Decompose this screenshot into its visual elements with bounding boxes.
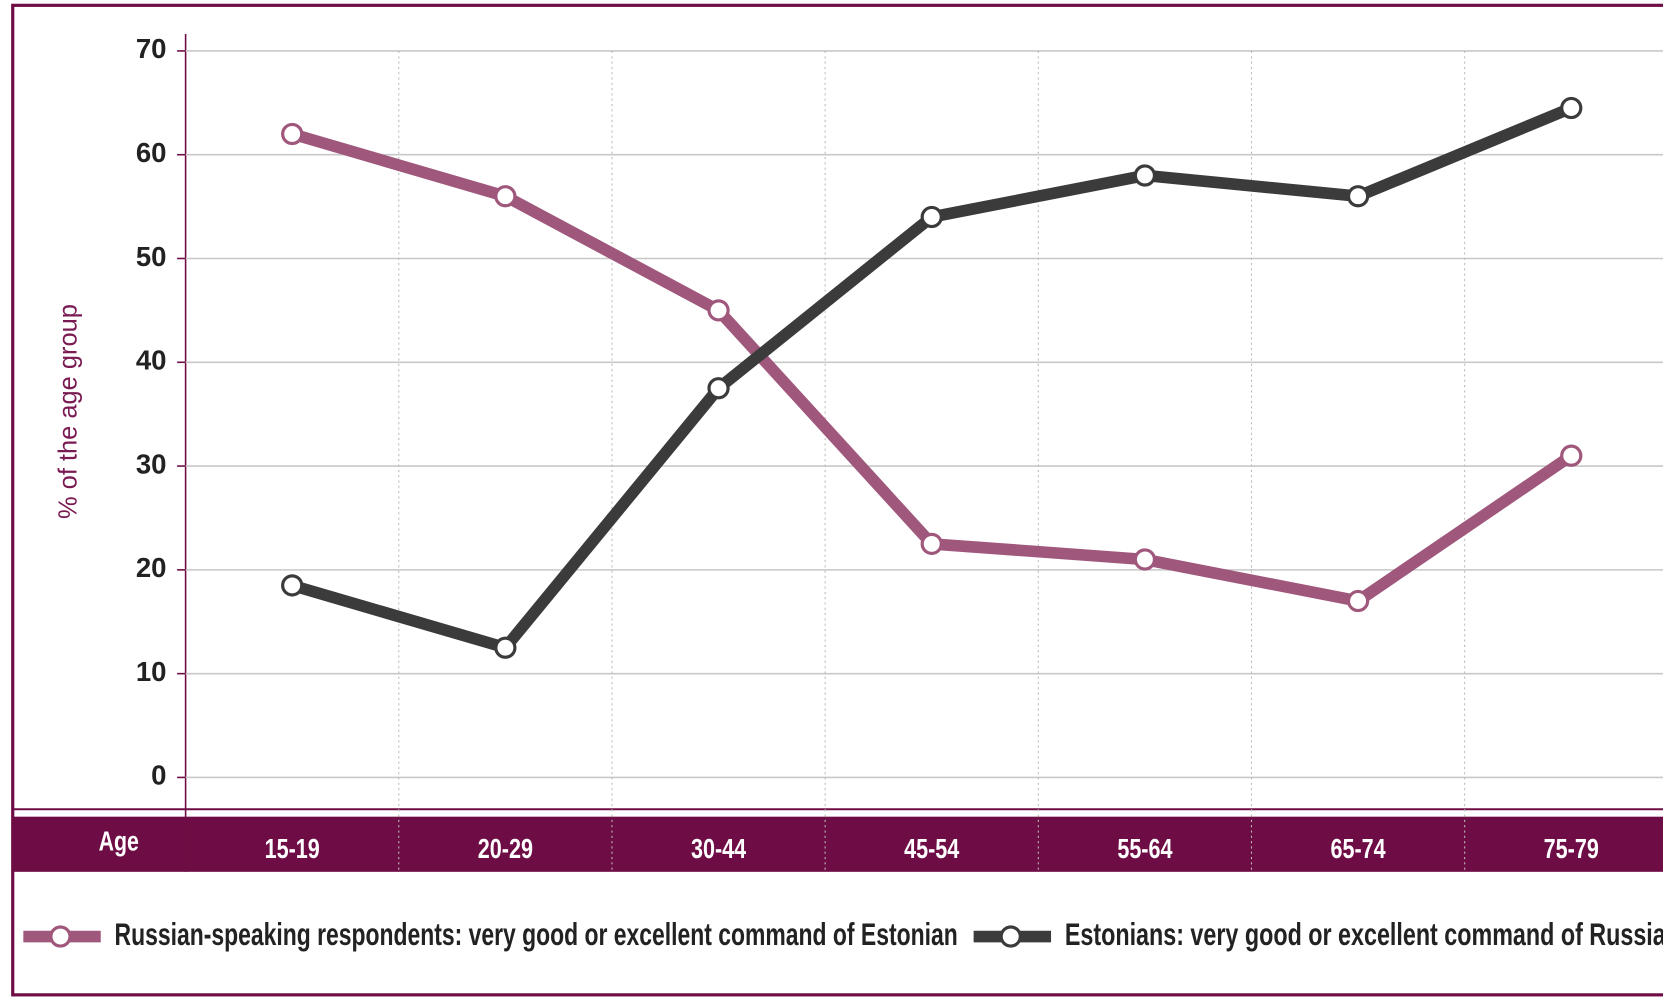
x-axis-band bbox=[12, 816, 1663, 872]
point bbox=[707, 377, 730, 400]
point bbox=[707, 299, 730, 322]
legend-label: Russian-speaking respondents: very good … bbox=[115, 916, 958, 952]
point bbox=[494, 636, 517, 659]
point bbox=[1346, 589, 1370, 613]
series-line bbox=[290, 128, 1575, 607]
point bbox=[920, 205, 943, 229]
x-axis-label: Age bbox=[99, 825, 139, 856]
point bbox=[281, 122, 304, 146]
x-tick-label: 20-29 bbox=[478, 833, 533, 864]
y-tick-label: 70 bbox=[136, 33, 167, 64]
point bbox=[1133, 548, 1157, 571]
point bbox=[1346, 185, 1370, 208]
y-axis-label: % of the age group bbox=[55, 304, 83, 519]
point bbox=[281, 574, 304, 597]
y-tick-label: 40 bbox=[136, 345, 167, 376]
x-tick-label: 15-19 bbox=[265, 833, 320, 864]
y-tick-label: 60 bbox=[136, 137, 167, 168]
x-tick-label: 75-79 bbox=[1544, 833, 1599, 864]
point bbox=[1560, 444, 1583, 467]
y-tick-label: 20 bbox=[136, 552, 167, 583]
y-tick-label: 50 bbox=[136, 241, 167, 272]
y-tick-label: 0 bbox=[151, 760, 166, 791]
x-tick-label: 55-64 bbox=[1117, 833, 1173, 864]
y-tick-label: 30 bbox=[136, 448, 167, 479]
legend-label: Estonians: very good or excellent comman… bbox=[1065, 916, 1663, 952]
frame bbox=[11, 3, 1663, 997]
x-tick-label: 65-74 bbox=[1331, 833, 1387, 864]
x-tick-label: 45-54 bbox=[904, 833, 960, 864]
point bbox=[1560, 96, 1583, 120]
point bbox=[920, 532, 943, 556]
y-tick-label: 10 bbox=[136, 656, 167, 687]
x-tick-label: 30-44 bbox=[691, 833, 747, 864]
point bbox=[494, 185, 517, 208]
point bbox=[1133, 164, 1157, 187]
legend-marker bbox=[49, 925, 72, 948]
legend-marker bbox=[999, 925, 1022, 948]
